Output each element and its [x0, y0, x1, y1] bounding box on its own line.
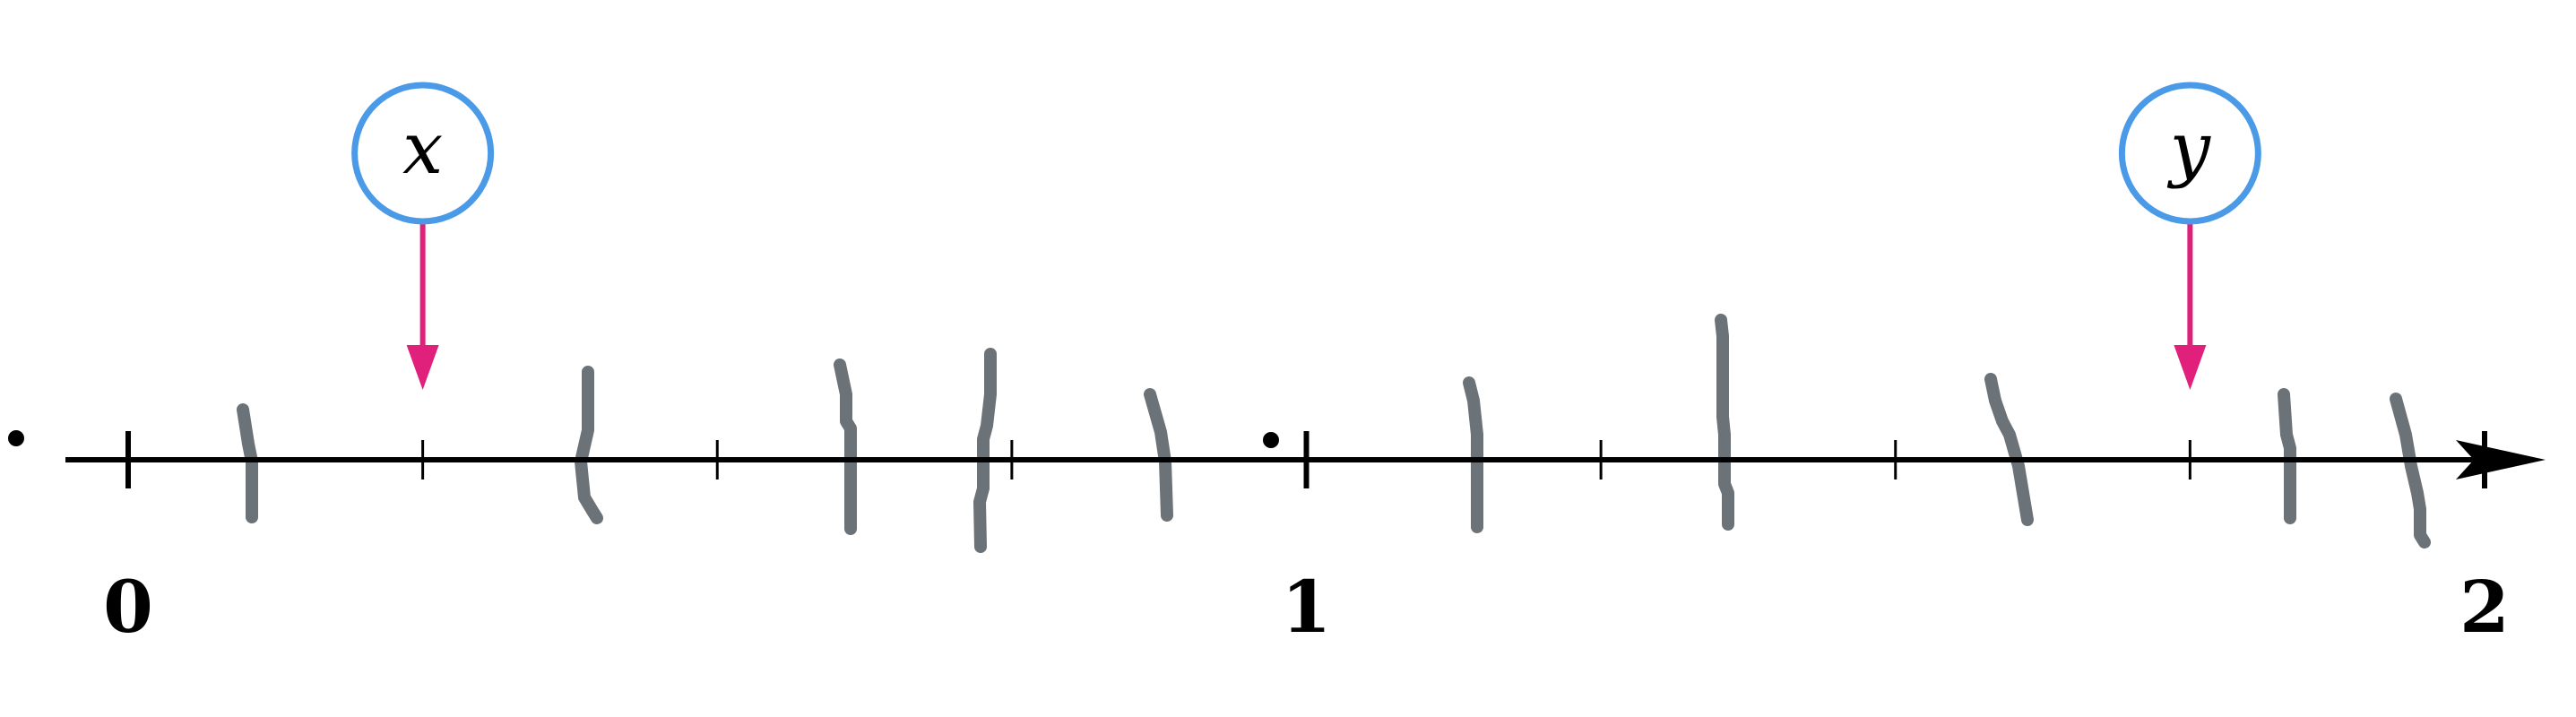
marker-arrow-head [406, 345, 439, 390]
marker-letter: x [402, 107, 443, 190]
hand-mark [1715, 314, 1734, 531]
marker-circle [2118, 82, 2261, 225]
marker-letter: y [2167, 107, 2212, 190]
tick-label-2: 2 [2459, 565, 2510, 649]
axis-arrowhead [2456, 440, 2546, 479]
stray-dot-middle [1263, 432, 1279, 448]
tick-label-1: 1 [1282, 565, 1332, 649]
hand-drawn-marks [237, 314, 2431, 553]
marker-arrow-head [2174, 345, 2207, 390]
hand-mark [973, 348, 997, 553]
hand-mark [1984, 373, 2034, 526]
number-line-axis [65, 431, 2546, 488]
marker-x: x [351, 82, 495, 390]
hand-mark [1144, 388, 1173, 522]
marker-circle [351, 82, 495, 225]
tick-labels: 0 1 2 [103, 565, 2510, 649]
hand-mark [2390, 393, 2431, 549]
hand-mark [2278, 388, 2296, 524]
hand-mark [1463, 376, 1483, 533]
tick-label-0: 0 [103, 565, 153, 649]
marker-y: y [2118, 82, 2261, 390]
hand-mark [237, 403, 258, 523]
hand-mark [834, 358, 857, 535]
hand-mark [575, 366, 603, 524]
stray-dot-left [8, 430, 24, 446]
